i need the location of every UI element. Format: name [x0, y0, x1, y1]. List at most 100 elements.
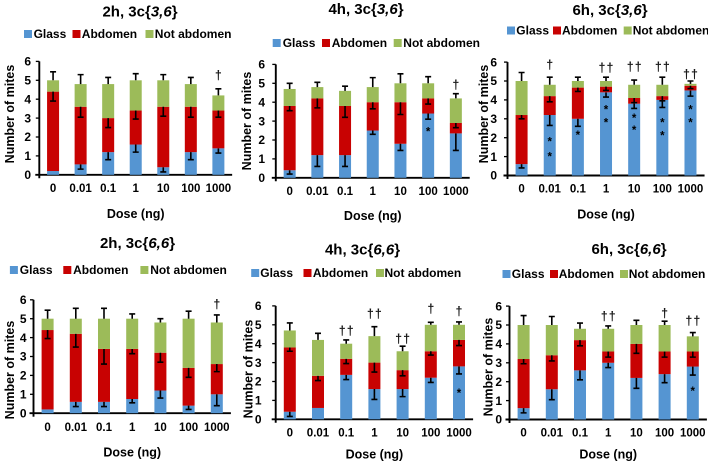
svg-text:Glass: Glass: [516, 24, 549, 38]
svg-text:5: 5: [490, 74, 497, 88]
svg-text:5: 5: [20, 312, 27, 326]
svg-text:0.1: 0.1: [338, 427, 355, 439]
svg-text:1: 1: [603, 184, 610, 196]
svg-text:0: 0: [44, 422, 50, 434]
svg-text:100: 100: [653, 184, 672, 196]
svg-text:0.01: 0.01: [65, 422, 88, 434]
svg-text:*: *: [604, 117, 609, 129]
svg-text:*: *: [547, 152, 552, 164]
svg-text:†: †: [661, 306, 668, 320]
svg-text:†: †: [599, 61, 606, 75]
svg-text:0.01: 0.01: [307, 427, 330, 439]
svg-text:*: *: [547, 136, 552, 148]
svg-text:10: 10: [157, 183, 170, 195]
svg-text:Not abdomen: Not abdomen: [150, 263, 227, 277]
svg-text:6: 6: [495, 299, 502, 313]
svg-text:4: 4: [258, 95, 265, 109]
svg-text:Number of mites: Number of mites: [477, 65, 491, 164]
svg-text:4: 4: [495, 337, 502, 351]
svg-text:100: 100: [179, 422, 198, 434]
svg-text:100: 100: [421, 427, 440, 439]
svg-text:1: 1: [255, 394, 262, 408]
svg-text:Dose (ng): Dose (ng): [107, 207, 165, 221]
svg-text:3: 3: [258, 114, 265, 128]
svg-text:10: 10: [628, 184, 641, 196]
svg-text:1: 1: [495, 394, 502, 408]
svg-text:5: 5: [24, 74, 31, 88]
svg-text:†: †: [691, 67, 698, 81]
svg-text:Dose (ng): Dose (ng): [103, 446, 161, 460]
svg-text:0: 0: [518, 184, 524, 196]
svg-text:†: †: [635, 60, 642, 74]
svg-text:†: †: [693, 314, 700, 328]
svg-text:*: *: [604, 104, 609, 116]
svg-text:2h, 3c{6,6}: 2h, 3c{6,6}: [100, 235, 175, 252]
svg-text:0.1: 0.1: [337, 186, 354, 198]
svg-text:1: 1: [490, 150, 497, 164]
svg-text:0.01: 0.01: [306, 186, 329, 198]
svg-text:0: 0: [258, 171, 265, 185]
svg-text:*: *: [660, 117, 665, 129]
svg-text:Abdomen: Abdomen: [332, 36, 387, 50]
svg-text:2: 2: [258, 133, 265, 147]
svg-text:*: *: [632, 125, 637, 137]
svg-text:1: 1: [605, 428, 612, 440]
svg-text:4: 4: [20, 331, 27, 345]
svg-text:3: 3: [495, 356, 502, 370]
svg-text:6: 6: [255, 299, 262, 313]
svg-text:3: 3: [490, 112, 497, 126]
svg-text:1000: 1000: [678, 184, 704, 196]
svg-text:Abdomen: Abdomen: [313, 266, 368, 280]
svg-text:Glass: Glass: [20, 263, 53, 277]
svg-text:*: *: [457, 388, 462, 400]
svg-text:†: †: [367, 307, 374, 321]
svg-text:10: 10: [394, 186, 407, 198]
svg-text:2h, 3c{3,6}: 2h, 3c{3,6}: [102, 4, 177, 21]
svg-text:0: 0: [520, 428, 526, 440]
svg-text:1000: 1000: [204, 422, 230, 434]
svg-text:Abdomen: Abdomen: [559, 267, 614, 281]
svg-text:†: †: [452, 78, 459, 92]
svg-text:3: 3: [24, 111, 31, 125]
svg-text:5: 5: [255, 318, 262, 332]
svg-text:3: 3: [20, 350, 27, 364]
svg-text:†: †: [663, 60, 670, 74]
svg-text:1000: 1000: [443, 186, 469, 198]
svg-text:6: 6: [24, 55, 31, 69]
svg-text:Number of mites: Number of mites: [242, 320, 256, 419]
svg-text:Glass: Glass: [34, 27, 67, 41]
svg-text:100: 100: [419, 186, 438, 198]
svg-text:*: *: [632, 113, 637, 125]
svg-text:*: *: [426, 126, 431, 138]
svg-text:Not abdomen: Not abdomen: [629, 267, 706, 281]
svg-text:Number of mites: Number of mites: [3, 321, 17, 420]
svg-text:Number of mites: Number of mites: [240, 72, 254, 171]
svg-text:2: 2: [490, 131, 497, 145]
svg-text:Glass: Glass: [260, 266, 293, 280]
svg-text:*: *: [688, 104, 693, 116]
svg-text:†: †: [347, 324, 354, 338]
svg-text:4h, 3c{3,6}: 4h, 3c{3,6}: [328, 1, 403, 18]
svg-text:0.1: 0.1: [96, 422, 113, 434]
svg-text:4: 4: [24, 92, 31, 106]
svg-text:Dose (ng): Dose (ng): [579, 448, 637, 462]
svg-text:6: 6: [490, 55, 497, 69]
svg-text:†: †: [215, 69, 222, 83]
svg-text:0: 0: [495, 413, 502, 427]
svg-text:0.01: 0.01: [541, 428, 564, 440]
svg-text:0.01: 0.01: [539, 184, 562, 196]
svg-text:†: †: [683, 67, 690, 81]
svg-text:3: 3: [255, 356, 262, 370]
svg-text:Abdomen: Abdomen: [82, 27, 137, 41]
svg-text:1000: 1000: [446, 427, 472, 439]
svg-text:4: 4: [490, 93, 497, 107]
svg-text:*: *: [576, 130, 581, 142]
svg-text:4h, 3c{6,6}: 4h, 3c{6,6}: [325, 242, 400, 259]
svg-text:†: †: [627, 60, 634, 74]
svg-text:0: 0: [24, 168, 31, 182]
svg-text:5: 5: [495, 318, 502, 332]
svg-text:†: †: [546, 58, 553, 72]
svg-text:†: †: [375, 307, 382, 321]
svg-text:1: 1: [133, 183, 140, 195]
svg-text:4: 4: [255, 337, 262, 351]
